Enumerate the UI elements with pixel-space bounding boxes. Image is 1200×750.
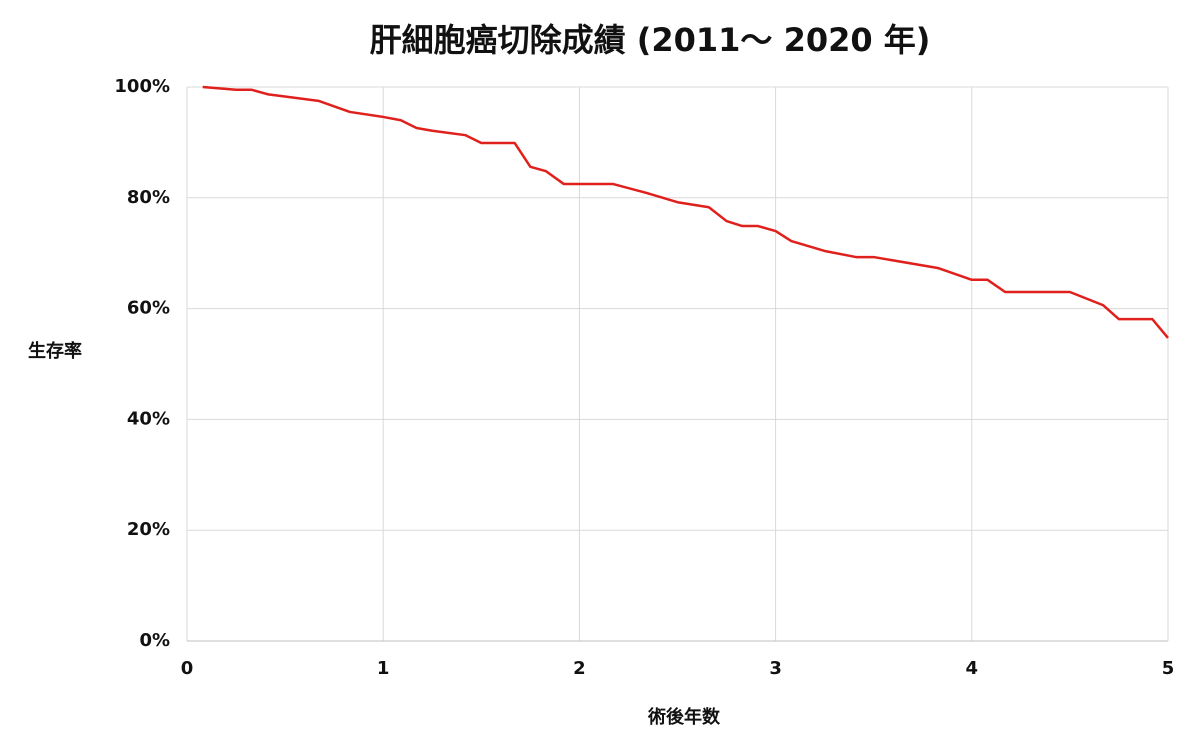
x-tick-label: 5 [1162,658,1175,679]
y-tick-label: 0% [139,630,170,651]
survival-line [202,85,1169,339]
x-tick-label: 1 [377,658,390,679]
y-axis-label: 生存率 [28,340,82,362]
x-tick-label: 3 [769,658,782,679]
y-tick-label: 20% [127,519,170,540]
x-tick-label: 4 [966,658,979,679]
chart-title: 肝細胞癌切除成績 (2011～ 2020 年) [370,21,931,59]
y-tick-label: 40% [127,408,170,429]
y-tick-label: 100% [114,76,170,97]
x-tick-label: 0 [181,658,194,679]
x-tick-label: 2 [573,658,586,679]
y-tick-label: 80% [127,187,170,208]
x-axis-label: 術後年数 [647,706,721,728]
y-tick-label: 60% [127,298,170,319]
